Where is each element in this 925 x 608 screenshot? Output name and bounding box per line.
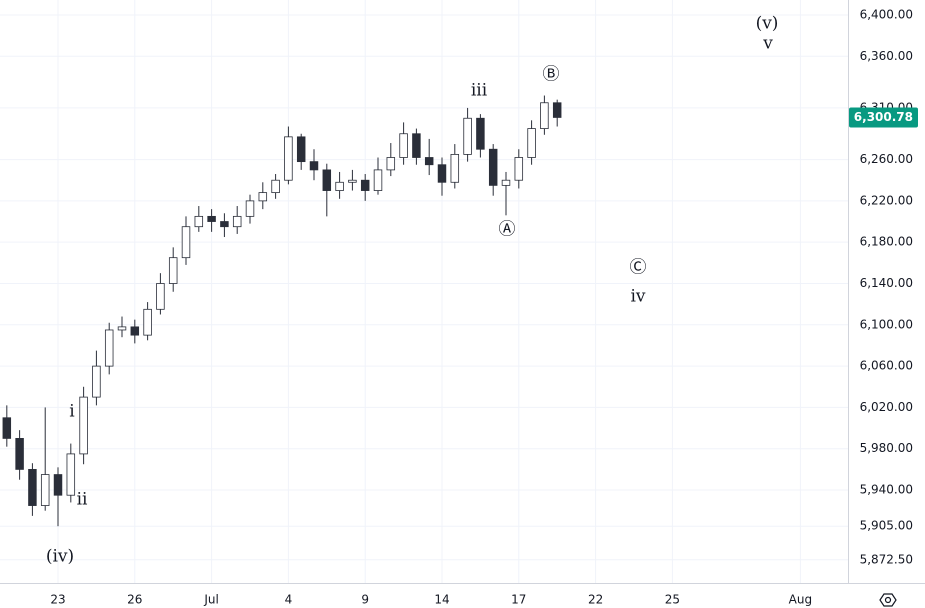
candle-body — [373, 169, 383, 191]
y-tick-label: 6,400.00 — [860, 7, 913, 21]
candle-body — [476, 117, 485, 150]
candle-body — [488, 148, 498, 186]
candle-body — [335, 181, 344, 191]
candle-body — [412, 133, 421, 158]
settings-icon[interactable] — [879, 593, 897, 607]
candle-body — [424, 157, 434, 166]
wave-label: Ⓐ — [499, 220, 516, 240]
candle-body — [258, 192, 268, 202]
candle-body — [143, 308, 152, 336]
candle-body — [348, 179, 357, 183]
candle-body — [220, 221, 229, 228]
wave-label: ii — [77, 490, 88, 510]
candle-body — [130, 326, 140, 336]
candle-body — [15, 438, 24, 470]
candle-body — [527, 128, 536, 158]
x-tick-label: 26 — [127, 593, 142, 607]
candle-body — [463, 117, 472, 155]
candle-body — [66, 453, 76, 496]
y-tick-label: 5,940.00 — [860, 483, 913, 497]
wave-label: v — [762, 34, 773, 54]
y-tick-label: 6,180.00 — [860, 235, 913, 249]
icon-hexagon[interactable] — [879, 593, 897, 607]
candle-body — [399, 133, 408, 158]
candle-body — [284, 136, 293, 181]
candle-body — [104, 329, 114, 367]
y-tick-label: 5,980.00 — [860, 441, 913, 455]
y-tick-label: 6,260.00 — [860, 152, 913, 166]
x-tick-label: 17 — [511, 593, 526, 607]
candle-body — [552, 102, 562, 118]
candle-body — [322, 169, 332, 191]
wave-label: iii — [471, 81, 488, 101]
candle-body — [168, 257, 178, 284]
candle-body — [271, 179, 280, 194]
candle-body — [437, 164, 447, 183]
wave-label: iv — [630, 287, 645, 307]
candles — [2, 95, 562, 527]
wave-label: i — [69, 402, 75, 422]
grid — [0, 0, 848, 583]
y-tick-label: 5,905.00 — [860, 519, 913, 533]
y-tick-label: 6,360.00 — [860, 49, 913, 63]
candle-body — [28, 468, 37, 506]
x-tick-label: 9 — [361, 593, 369, 607]
candle-body — [53, 474, 63, 496]
candle-body — [245, 200, 255, 217]
candle-body — [501, 179, 511, 186]
wave-label: (iv) — [46, 547, 74, 567]
y-tick-label: 6,140.00 — [860, 276, 913, 290]
candle-body — [360, 179, 370, 191]
candle-body — [2, 417, 12, 439]
last-price-tag — [849, 107, 918, 128]
x-tick-label: 4 — [285, 593, 293, 607]
candle-body — [92, 365, 101, 398]
axes: 6,400.006,360.006,310.006,260.006,220.00… — [46, 7, 918, 607]
last-price-label: 6,300.78 — [854, 110, 913, 124]
candle-body — [194, 215, 204, 228]
wave-label: Ⓒ — [630, 258, 647, 278]
candle-body — [40, 474, 50, 506]
candle-body — [181, 226, 191, 259]
y-tick-label: 6,020.00 — [860, 400, 913, 414]
y-tick-label: 6,100.00 — [860, 317, 913, 331]
candle-body — [309, 161, 319, 171]
candle-body — [156, 283, 165, 310]
wave-label: Ⓑ — [543, 65, 560, 85]
candle-body — [386, 157, 396, 171]
y-tick-label: 6,060.00 — [860, 359, 913, 373]
candle-body — [232, 215, 242, 228]
candle-body — [79, 396, 88, 455]
candle-body — [540, 102, 549, 129]
x-tick-label: 14 — [434, 593, 449, 607]
x-tick-label: 25 — [665, 593, 680, 607]
candle-body — [117, 326, 127, 331]
candle-body — [514, 157, 524, 181]
y-tick-label: 5,872.50 — [860, 552, 913, 566]
candle-body — [450, 153, 460, 183]
x-tick-label: Jul — [203, 593, 218, 607]
wave-label: (v) — [756, 14, 779, 34]
candle-body — [207, 215, 216, 222]
x-tick-label: Aug — [789, 593, 812, 607]
x-tick-label: 23 — [50, 593, 65, 607]
y-tick-label: 6,220.00 — [860, 193, 913, 207]
x-tick-label: 22 — [588, 593, 603, 607]
icon-dot[interactable] — [884, 596, 892, 604]
candle-body — [296, 136, 306, 163]
